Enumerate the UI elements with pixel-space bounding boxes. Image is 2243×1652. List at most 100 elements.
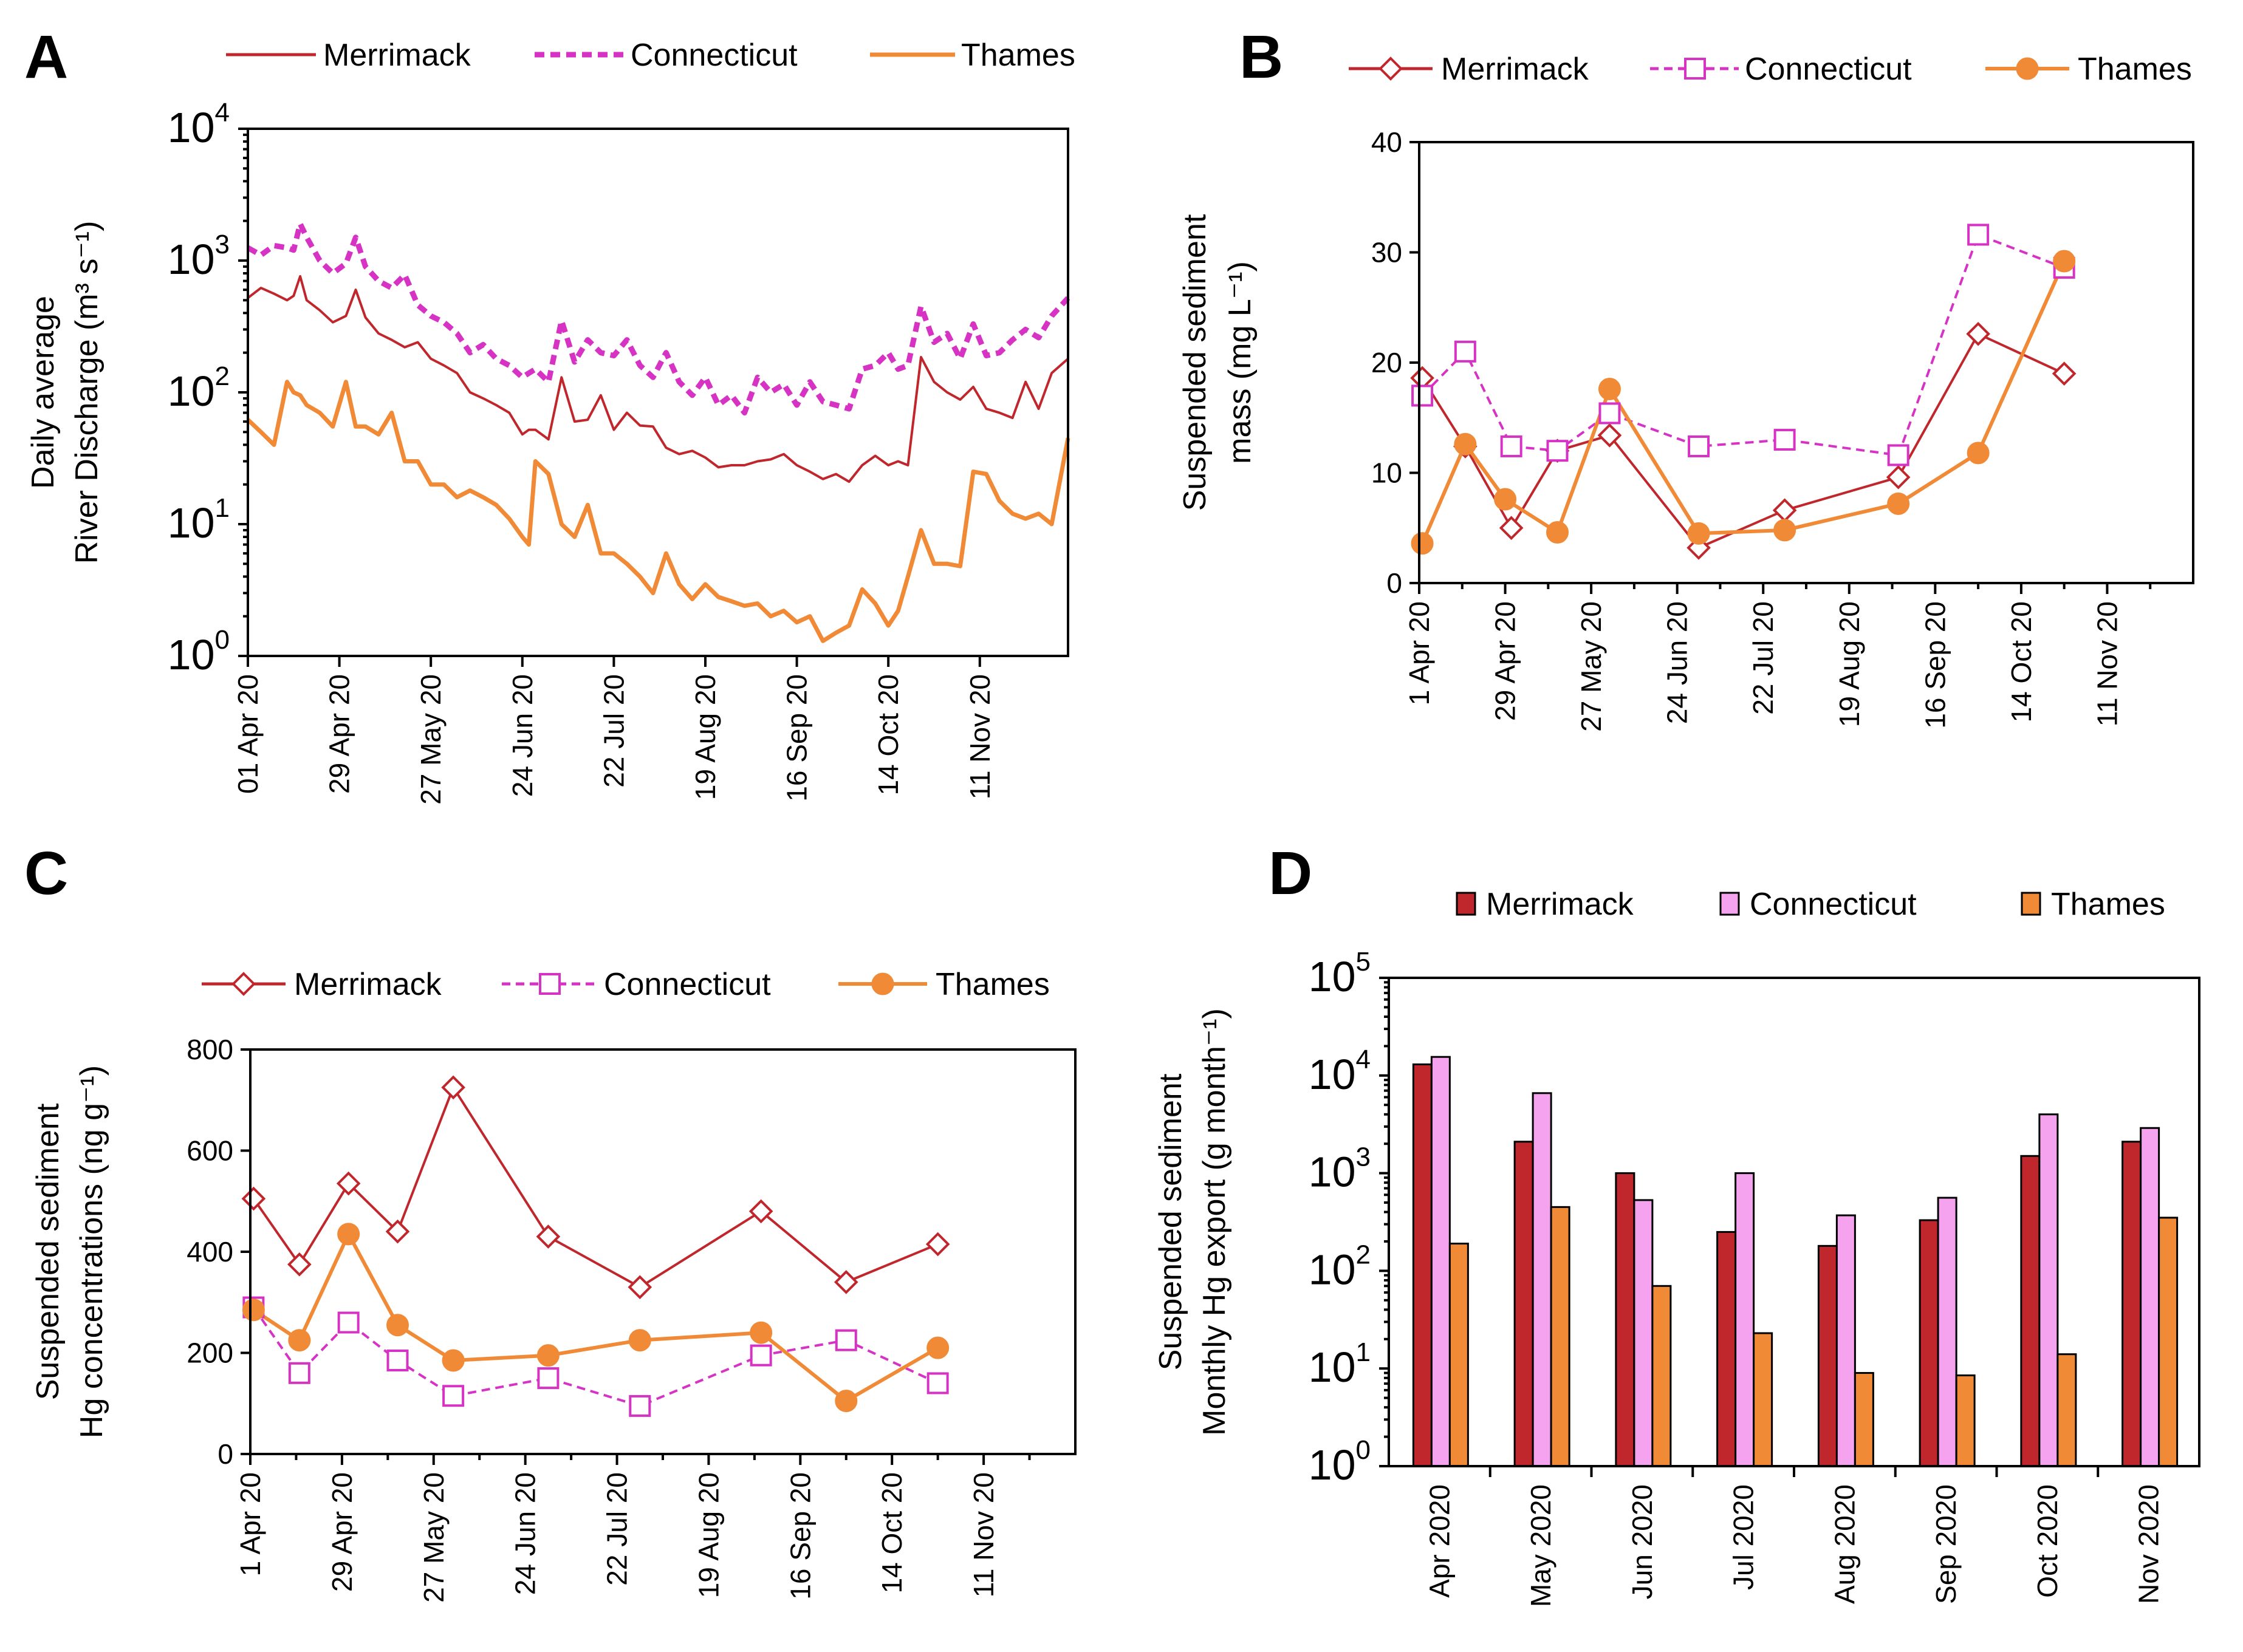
panel-c-legend-connecticut-marker <box>539 973 561 995</box>
panel-d-bar-thames <box>1854 1372 1874 1467</box>
panel-b-y-axis: 0 10 20 30 40 <box>1371 126 1419 599</box>
panel-c-thames-point <box>536 1344 560 1367</box>
panel-b-connecticut-point <box>1887 444 1909 466</box>
panel-d-bar-connecticut <box>1835 1214 1856 1467</box>
panel-c-connecticut-point <box>926 1372 949 1394</box>
panel-d-x-tick-label: Jun 2020 <box>1626 1484 1658 1599</box>
panel-d-y-label-line1: Suspended sediment <box>1153 1073 1188 1370</box>
panel-d-legend-thames-swatch <box>2021 892 2041 916</box>
panel-c-legend-merrimack-label: Merrimack <box>294 967 442 1002</box>
panel-d-bar-thames <box>1651 1285 1672 1467</box>
panel-c-y-axis: 0 200 400 600 800 <box>187 1034 250 1470</box>
panel-d-y-tick-label: 103 <box>1309 1142 1371 1196</box>
panel-c-merrimack-point <box>241 1186 266 1211</box>
panel-c-connecticut-point <box>537 1367 560 1390</box>
panel-a-y-tick-label: 103 <box>168 230 230 283</box>
panel-b-connecticut-point <box>1411 384 1434 407</box>
panel-b-merrimack-point <box>1597 423 1622 448</box>
panel-b-legend-thames-label: Thames <box>2078 52 2192 87</box>
panel-c-legend-connecticut-marker-shape <box>539 973 561 995</box>
panel-a-series-merrimack-line <box>247 275 1069 483</box>
panel-a-y-tick-label: 101 <box>168 493 230 547</box>
panel-c-thames-point <box>242 1299 265 1322</box>
panel-c-x-tick-label: 19 Aug 20 <box>693 1472 724 1598</box>
panel-d-bar-thames <box>1448 1243 1469 1467</box>
panel-b-series-merrimack-line <box>1421 332 2065 549</box>
panel-c-thames-point <box>835 1390 858 1413</box>
panel-c-legend-thames-marker-shape <box>871 972 894 995</box>
panel-d-legend-connecticut-label: Connecticut <box>1750 887 1917 922</box>
panel-c-thames-point <box>926 1336 950 1359</box>
panel-c-y-tick-label: 200 <box>187 1337 233 1369</box>
panel-b-x-tick-label: 29 Apr 20 <box>1490 601 1521 721</box>
panel-a-x-tick-label: 22 Jul 20 <box>598 674 629 788</box>
panel-d-bar-thames <box>1753 1332 1773 1467</box>
panel-a-legend-merrimack-label: Merrimack <box>323 38 471 73</box>
panel-b-legend: Merrimack Connecticut Thames <box>1349 52 2192 87</box>
panel-a-letter: A <box>24 23 68 91</box>
panel-d-bar-thames <box>1955 1374 1976 1467</box>
panel-d-bar-connecticut <box>1532 1092 1552 1467</box>
panel-d-x-tick-label: Apr 2020 <box>1423 1484 1455 1598</box>
panel-a-legend-thames-label: Thames <box>961 38 1075 73</box>
panel-a-x-tick-label: 16 Sep 20 <box>781 674 813 802</box>
panel-c-x-tick-label: 16 Sep 20 <box>784 1472 816 1600</box>
panel-c-connecticut-point <box>337 1311 360 1334</box>
panel-d-x-tick-label: Oct 2020 <box>2032 1484 2063 1598</box>
panel-b-thames-point <box>1494 488 1517 511</box>
panel-d-bar-connecticut <box>1937 1196 1957 1467</box>
panel-b-thames-point <box>1967 442 1990 465</box>
panel-a-series <box>246 221 1070 643</box>
panel-b-merrimack-point <box>1886 465 1911 490</box>
panel-b-letter: B <box>1239 23 1283 91</box>
panel-b-legend-merrimack-marker <box>1378 56 1403 81</box>
panel-d-bar-thames <box>2158 1217 2179 1467</box>
panel-b-legend-connecticut-marker-shape <box>1684 58 1706 80</box>
panel-b-y-tick-label: 0 <box>1386 567 1402 599</box>
panel-b-series-connecticut-line <box>1421 233 2065 457</box>
panel-c-thames-point <box>337 1223 360 1246</box>
panel-c-merrimack-point <box>385 1219 410 1244</box>
panel-c-legend-thames-label: Thames <box>936 967 1050 1002</box>
panel-b-connecticut-point <box>1500 435 1522 457</box>
panel-b-thames-point <box>1411 532 1434 555</box>
panel-d-bar-thames <box>1550 1206 1570 1467</box>
panel-b-x-tick-label: 22 Jul 20 <box>1747 601 1779 715</box>
panel-c-thames-point <box>442 1349 465 1372</box>
panel-d-y-tick-label: 104 <box>1309 1045 1371 1098</box>
panel-b-legend-connecticut-marker <box>1684 58 1706 80</box>
panel-c-x-tick-label: 11 Nov 20 <box>968 1472 999 1597</box>
panel-c-y-tick-label: 800 <box>187 1034 233 1065</box>
panel-b-legend-thames-marker-shape <box>2016 57 2039 80</box>
panel-b-thames-point <box>1598 378 1621 401</box>
panel-c-y-tick-label: 0 <box>217 1438 233 1470</box>
panel-d-bar-merrimack <box>2020 1155 2041 1467</box>
panel-b-thames-point <box>1454 432 1477 456</box>
panel-a-x-tick-label: 01 Apr 20 <box>232 674 264 794</box>
panel-d-legend: Merrimack Connecticut Thames <box>1456 887 2165 922</box>
panel-c-legend-thames-marker <box>871 972 894 995</box>
panel-c-x-tick-label: 1 Apr 20 <box>235 1472 266 1576</box>
panel-d-bar-connecticut <box>1633 1199 1654 1467</box>
panel-b-x-tick-label: 27 May 20 <box>1575 601 1607 732</box>
panel-b-x-tick-label: 14 Oct 20 <box>2005 601 2037 722</box>
panel-c-y-label-line1: Suspended sediment <box>30 1103 66 1400</box>
panel-d-legend-merrimack-label: Merrimack <box>1486 887 1634 922</box>
panel-d-bar-merrimack <box>1615 1172 1635 1467</box>
panel-b-thames-point <box>1773 519 1796 542</box>
panel-a-x-tick-label: 11 Nov 20 <box>964 674 996 799</box>
panel-d-x-tick-label: Aug 2020 <box>1829 1484 1860 1604</box>
panel-b-connecticut-point <box>1688 435 1710 457</box>
panel-b-connecticut-point <box>1454 340 1476 363</box>
panel-d-bar-merrimack <box>1513 1141 1534 1467</box>
panel-d-plot-frame <box>1388 977 2200 1467</box>
panel-b-series <box>1410 224 2077 560</box>
panel-c: C Merrimack Connecticut Thames 0 200 400 60… <box>24 839 1077 1603</box>
panel-c-y-label-line2: Hg concentrations (ng g⁻¹) <box>74 1065 109 1438</box>
panel-d: D Merrimack Connecticut Thames 100 101 102… <box>1153 839 2200 1607</box>
panel-c-x-tick-label: 24 Jun 20 <box>510 1472 541 1595</box>
panel-c-y-tick-label: 600 <box>187 1135 233 1167</box>
panel-b-x-tick-label: 11 Nov 20 <box>2091 601 2123 726</box>
panel-b-legend-thames-marker <box>2016 57 2039 80</box>
